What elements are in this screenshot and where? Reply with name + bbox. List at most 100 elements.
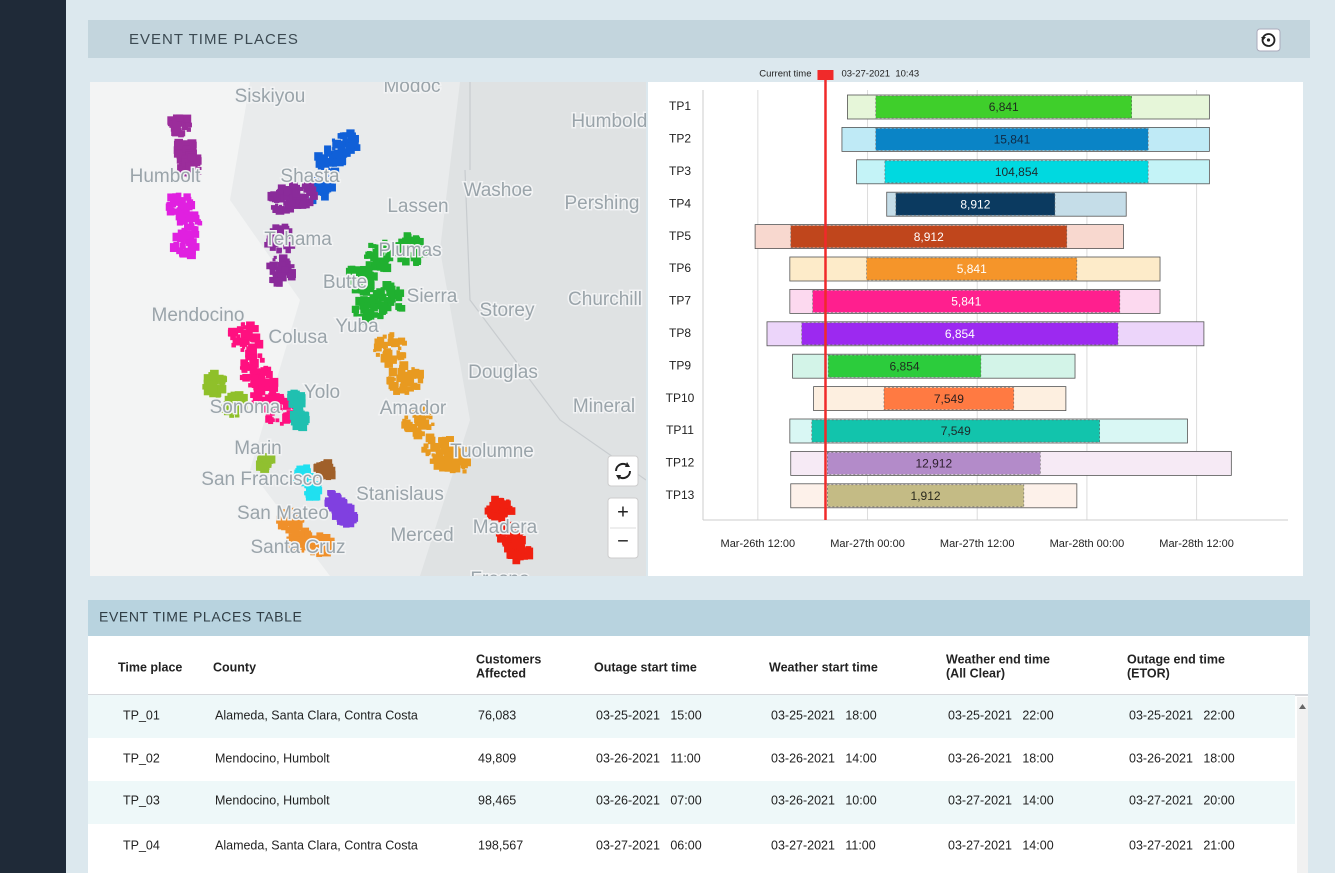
outage-area	[389, 381, 399, 391]
table-cell: 03-27-2021 14:00	[948, 838, 1054, 852]
arrow	[616, 462, 630, 480]
outage-area	[295, 199, 301, 205]
outage-area	[413, 238, 418, 243]
outage-area	[261, 378, 271, 387]
zoom-out[interactable]: −	[617, 530, 629, 552]
outage-area	[227, 392, 236, 401]
outage-area	[186, 230, 195, 239]
outage-area	[242, 367, 248, 373]
outage-area	[226, 403, 231, 408]
outage-area	[281, 515, 288, 522]
outage-area	[269, 383, 279, 392]
outage-area	[332, 139, 342, 149]
outage-area	[266, 454, 276, 464]
table-cell: 198,567	[478, 838, 523, 852]
outage-area	[370, 252, 379, 262]
table-cell: 03-25-2021 22:00	[948, 708, 1054, 722]
map[interactable]: Siskiyou Modoc Humboldt Humbolt Shasta Lassen…	[90, 76, 653, 590]
scroll-up[interactable]	[1299, 704, 1306, 709]
outage-area	[349, 148, 355, 154]
table-cell: 03-25-2021 15:00	[596, 708, 702, 722]
outage-area	[336, 150, 344, 159]
outage-area	[366, 311, 375, 320]
outage-area	[240, 348, 245, 352]
outage-area	[319, 178, 329, 188]
map-label: Washoe	[464, 180, 533, 201]
outage-area	[263, 454, 269, 460]
outage-area	[518, 546, 526, 554]
outage-area	[184, 214, 189, 218]
outage-area	[253, 388, 263, 398]
outage-area	[322, 467, 330, 475]
outage-area	[337, 144, 346, 153]
outage-area	[212, 387, 216, 391]
outage-area	[268, 417, 274, 423]
outage-area	[452, 464, 461, 473]
map-label: Sierra	[407, 286, 458, 307]
zoom-controls[interactable]: +−	[607, 497, 639, 559]
outage-area	[303, 187, 309, 193]
outage-area	[285, 518, 292, 525]
outage-area	[187, 153, 196, 161]
map-refresh-button[interactable]	[607, 455, 639, 487]
outage-area	[254, 339, 264, 349]
outage-area	[257, 396, 266, 405]
outage-area	[321, 541, 331, 551]
outage-area	[306, 488, 310, 492]
outage-area	[330, 167, 340, 176]
outage-area	[315, 482, 322, 489]
outage-area	[325, 474, 332, 481]
outage-area	[450, 447, 455, 452]
outage-area	[315, 471, 323, 478]
outage-area	[272, 224, 280, 232]
outage-area	[290, 389, 298, 398]
outage-area	[323, 167, 330, 175]
outage-area	[351, 285, 360, 294]
outage-area	[278, 230, 287, 239]
outage-area	[333, 500, 338, 505]
outage-area	[398, 253, 403, 258]
outage-area	[182, 165, 187, 170]
outage-area	[266, 238, 275, 248]
outage-area	[411, 367, 415, 371]
outage-area	[428, 415, 433, 420]
outage-area	[388, 333, 394, 340]
bar-label: 7,549	[934, 392, 964, 406]
scrollbar[interactable]	[1297, 697, 1308, 873]
outage-area	[373, 343, 382, 352]
outage-area	[425, 452, 430, 457]
y-tick-label: TP4	[669, 196, 691, 210]
outage-area	[193, 159, 201, 167]
map-label: Plumas	[378, 240, 441, 261]
outage-area	[378, 313, 384, 319]
outage-area	[179, 242, 186, 250]
zoom-in[interactable]: +	[617, 501, 629, 523]
outage-area	[174, 244, 179, 248]
reset-button[interactable]	[1256, 28, 1281, 52]
table-cell: 98,465	[478, 793, 516, 807]
current-time-label: Current time	[759, 69, 811, 80]
outage-area	[412, 409, 421, 418]
outage-area	[260, 368, 264, 372]
outage-area	[248, 383, 253, 388]
outage-area	[275, 418, 280, 423]
outage-area	[180, 239, 185, 244]
outage-area	[251, 333, 261, 343]
outage-area	[497, 529, 505, 537]
table-cell: 03-27-2021 21:00	[1129, 838, 1235, 852]
outage-area	[314, 178, 323, 187]
column-header: Affected	[476, 666, 526, 680]
outage-area	[299, 201, 307, 209]
outage-area	[179, 249, 188, 258]
outage-area	[312, 489, 318, 495]
outage-area	[491, 512, 500, 521]
outage-area	[272, 275, 278, 280]
outage-area	[493, 512, 497, 517]
outage-area	[324, 165, 330, 170]
outage-area	[195, 219, 201, 225]
outage-area	[323, 195, 328, 200]
outage-area	[283, 186, 293, 195]
outage-area	[331, 501, 340, 510]
outage-area	[368, 305, 372, 309]
outage-area	[503, 500, 511, 509]
